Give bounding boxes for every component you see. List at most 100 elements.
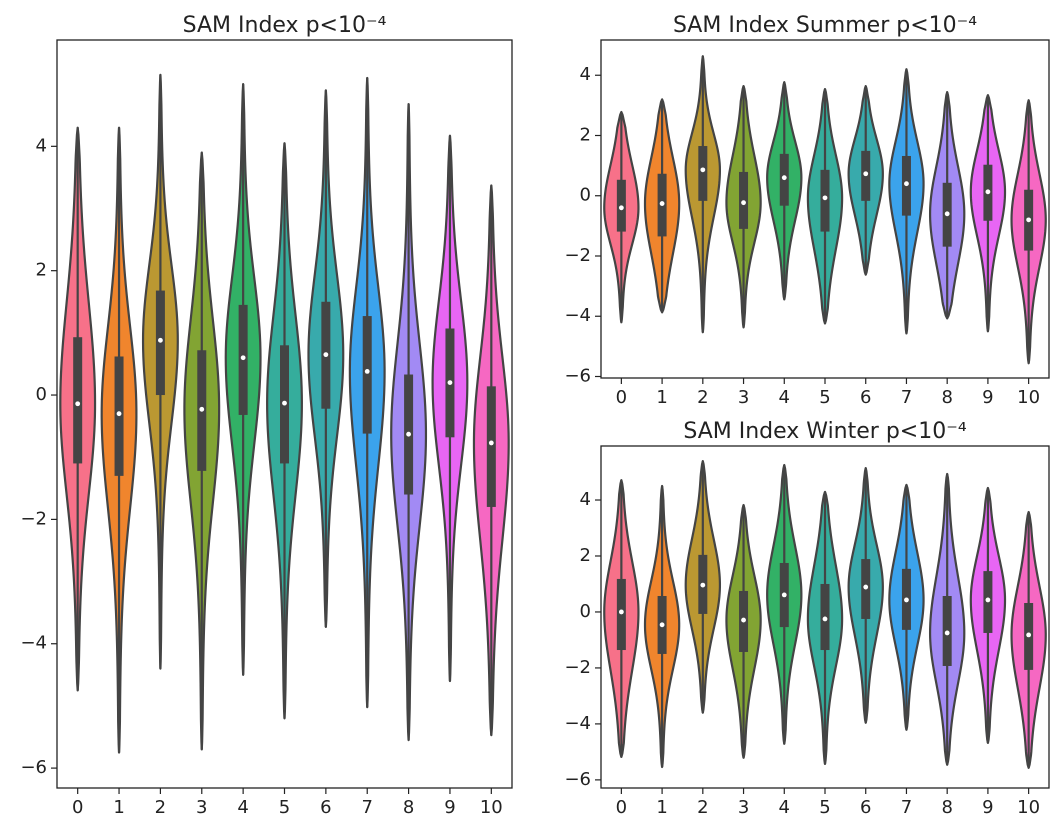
x-tick-label: 4 xyxy=(779,797,790,818)
subplot: 0 1 2 3 4 5 6 7 8 9 10 −6 −4 −2 0 2 4 SAM Index Summer p<… xyxy=(564,13,1050,408)
x-tick-label: 7 xyxy=(901,797,912,818)
x-tick-label: 3 xyxy=(738,387,749,408)
median-dot xyxy=(822,195,828,201)
x-tick-label: 2 xyxy=(697,387,708,408)
x-tick-label: 10 xyxy=(1017,797,1040,818)
subplot: 0 1 2 3 4 5 6 7 8 9 10 −6 −4 −2 0 2 4 SAM Index Winter p<… xyxy=(564,419,1050,818)
median-dot xyxy=(282,400,287,406)
x-tick-label: 8 xyxy=(941,387,952,408)
median-dot xyxy=(741,200,746,206)
x-tick-label: 10 xyxy=(480,797,503,818)
x-tick-label: 7 xyxy=(362,797,373,818)
median-dot xyxy=(944,630,950,636)
y-tick-label: −4 xyxy=(564,305,591,326)
median-dot xyxy=(116,411,122,417)
x-tick-label: 2 xyxy=(155,797,166,818)
median-dot xyxy=(75,401,81,407)
x-tick-label: 6 xyxy=(320,797,331,818)
y-tick-label: −6 xyxy=(564,769,591,790)
x-tick-label: 3 xyxy=(196,797,207,818)
median-dot xyxy=(199,406,205,412)
y-tick-label: 4 xyxy=(580,489,591,510)
x-tick-label: 8 xyxy=(403,797,414,818)
x-tick-label: 3 xyxy=(738,797,749,818)
box xyxy=(486,386,496,507)
axes-frame xyxy=(56,39,513,789)
x-tick-label: 9 xyxy=(982,797,993,818)
chart-title: SAM Index Winter p<10⁻⁴ xyxy=(683,419,966,444)
x-tick-label: 1 xyxy=(656,387,667,408)
x-tick-label: 6 xyxy=(860,797,871,818)
x-tick-label: 7 xyxy=(901,387,912,408)
x-tick-label: 8 xyxy=(941,797,952,818)
y-tick-label: −4 xyxy=(564,713,591,734)
x-tick-label: 1 xyxy=(113,797,124,818)
y-tick-label: 4 xyxy=(36,135,47,156)
x-tick-label: 5 xyxy=(819,797,830,818)
x-tick-label: 4 xyxy=(779,387,790,408)
median-dot xyxy=(700,582,706,588)
median-dot xyxy=(822,616,828,622)
median-dot xyxy=(741,617,746,623)
median-dot xyxy=(618,205,624,211)
x-tick-label: 2 xyxy=(697,797,708,818)
median-dot xyxy=(659,201,665,206)
median-dot xyxy=(904,181,909,187)
median-dot xyxy=(944,211,950,217)
axes-frame xyxy=(600,39,1050,379)
chart-title: SAM Index Summer p<10⁻⁴ xyxy=(673,13,977,38)
axes-frame xyxy=(600,445,1050,789)
y-tick-label: 2 xyxy=(580,124,591,145)
x-tick-label: 5 xyxy=(279,797,290,818)
x-tick-label: 10 xyxy=(1017,387,1040,408)
median-dot xyxy=(985,189,991,195)
x-tick-label: 4 xyxy=(237,797,248,818)
median-dot xyxy=(1026,632,1032,638)
y-tick-label: −2 xyxy=(20,508,47,529)
y-tick-label: 2 xyxy=(580,545,591,566)
x-tick-label: 5 xyxy=(819,387,830,408)
box xyxy=(114,356,124,476)
median-dot xyxy=(659,622,665,628)
median-dot xyxy=(618,609,624,615)
box xyxy=(362,316,372,434)
median-dot xyxy=(863,171,869,177)
y-tick-label: −6 xyxy=(20,757,47,778)
y-tick-label: 0 xyxy=(580,185,591,206)
subplot: 0 1 2 3 4 5 6 7 8 9 10 −6 −4 −2 0 2 4 SAM Index p<10⁻⁴ xyxy=(20,13,513,818)
median-dot xyxy=(985,597,991,603)
x-tick-label: 0 xyxy=(72,797,83,818)
y-tick-label: −6 xyxy=(564,365,591,386)
y-tick-label: 0 xyxy=(580,601,591,622)
x-tick-label: 0 xyxy=(616,797,627,818)
y-tick-label: 2 xyxy=(36,260,47,281)
box xyxy=(698,146,708,201)
median-dot xyxy=(158,337,163,343)
y-tick-label: 0 xyxy=(36,384,47,405)
median-dot xyxy=(700,167,706,173)
chart-title: SAM Index p<10⁻⁴ xyxy=(183,13,387,38)
y-tick-label: −2 xyxy=(564,657,591,678)
x-tick-label: 0 xyxy=(616,387,627,408)
box xyxy=(73,337,83,464)
median-dot xyxy=(406,431,411,437)
median-dot xyxy=(364,369,370,374)
y-tick-label: 4 xyxy=(580,64,591,85)
x-tick-label: 1 xyxy=(656,797,667,818)
median-dot xyxy=(781,175,787,181)
box xyxy=(616,578,626,651)
x-tick-label: 6 xyxy=(860,387,871,408)
median-dot xyxy=(863,584,869,590)
y-tick-label: −4 xyxy=(20,633,47,654)
y-tick-label: −2 xyxy=(564,245,591,266)
median-dot xyxy=(447,380,453,386)
box xyxy=(820,169,830,232)
median-dot xyxy=(488,440,494,446)
x-tick-label: 9 xyxy=(982,387,993,408)
median-dot xyxy=(904,597,909,603)
box xyxy=(155,290,165,396)
median-dot xyxy=(781,592,787,598)
median-dot xyxy=(323,352,329,358)
median-dot xyxy=(240,355,246,361)
